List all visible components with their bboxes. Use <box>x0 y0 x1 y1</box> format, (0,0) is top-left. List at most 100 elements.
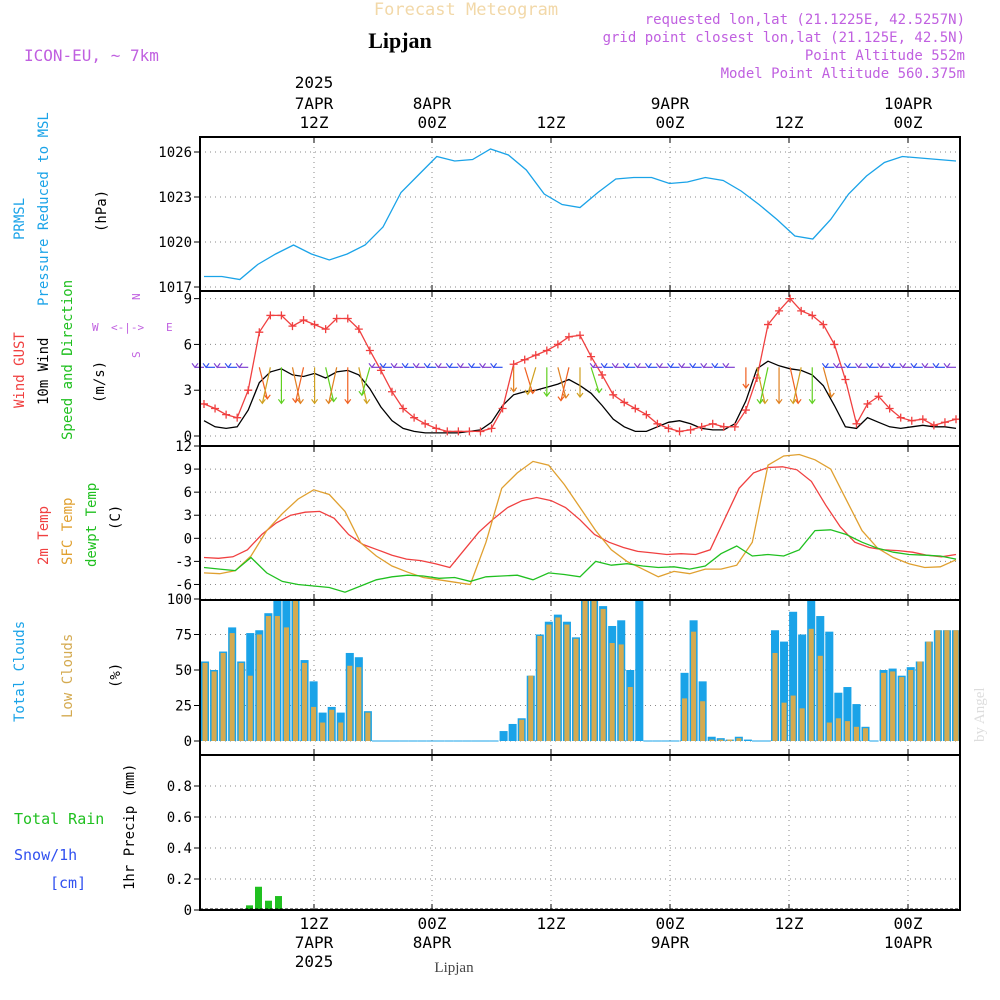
wind-arrow-head <box>258 398 266 405</box>
wind-arrow <box>261 367 271 404</box>
location-title: Lipjan <box>368 28 432 53</box>
gust-marker <box>576 331 584 340</box>
gust-marker <box>874 392 883 401</box>
gust-marker <box>443 427 452 436</box>
gust-marker <box>509 360 518 369</box>
wind-arrow-head <box>808 398 816 405</box>
gust-marker <box>244 386 253 395</box>
wind-arrow-head <box>325 398 333 405</box>
low-cloud-bar <box>238 662 244 741</box>
total-cloud-bar <box>843 687 852 741</box>
y-tick-label: 3 <box>184 383 192 399</box>
gust-marker <box>907 416 916 425</box>
wind-arrow-head <box>742 383 750 390</box>
wind-arrow-head <box>910 362 918 369</box>
wind-arrow-head <box>761 398 769 405</box>
bottom-time-label: 2025 <box>295 952 334 971</box>
y-tick-label: 25 <box>175 699 192 715</box>
gust-marker <box>631 404 640 413</box>
label-snow: Snow/1h <box>14 846 77 864</box>
wind-arrow-head <box>562 393 570 399</box>
gust-marker <box>918 415 927 424</box>
low-cloud-bar <box>555 617 561 741</box>
wind-arrow-head <box>855 362 863 369</box>
wind-arrow-head <box>263 394 271 400</box>
wind-arrow-head <box>235 362 243 369</box>
low-cloud-bar <box>691 631 697 741</box>
low-cloud-bar <box>718 739 724 741</box>
y-tick-label: 0 <box>184 429 192 445</box>
wind-arrow-head <box>368 362 376 369</box>
low-cloud-bar <box>917 661 923 741</box>
wind-arrow <box>789 367 799 404</box>
top-time-label: 12Z <box>537 113 566 132</box>
total-cloud-bar <box>743 739 752 741</box>
total-cloud-bar <box>508 723 517 741</box>
y-tick-label: 0 <box>184 531 192 547</box>
low-cloud-bar <box>546 624 552 741</box>
label-low-clouds: Low Clouds <box>60 634 76 718</box>
label-wind-gust: Wind GUST <box>12 332 28 408</box>
low-cloud-bar <box>220 652 226 741</box>
top-time-label: 8APR <box>413 94 452 113</box>
y-tick-label: -3 <box>175 554 192 570</box>
low-cloud-bar <box>953 630 959 741</box>
rain-bar <box>255 886 262 910</box>
label-sfc-temp: SFC Temp <box>60 498 76 565</box>
low-cloud-bar <box>944 630 950 741</box>
y-tick-label: 100 <box>167 592 192 608</box>
footer-location: Lipjan <box>434 960 474 976</box>
y-tick-label: 0.4 <box>167 841 192 857</box>
low-cloud-bar <box>835 718 841 741</box>
wind-arrow-head <box>821 362 829 369</box>
y-tick-label: 3 <box>184 508 192 524</box>
wind-arrow-head <box>794 398 802 405</box>
label-hpa: (hPa) <box>94 190 110 232</box>
bottom-time-label: 7APR <box>295 933 334 952</box>
wind-arrow-head <box>524 389 532 396</box>
panel-frames <box>199 136 961 911</box>
low-cloud-bar <box>256 634 262 741</box>
top-time-label: 7APR <box>295 94 334 113</box>
y-tick-label: 0 <box>184 734 192 750</box>
wind-arrow-head <box>667 362 675 369</box>
gust-marker <box>498 404 507 413</box>
wind-arrow-head <box>412 362 420 369</box>
y-tick-label: 0 <box>184 903 192 919</box>
bottom-time-label: 00Z <box>656 914 685 933</box>
wind-arrow-head <box>379 362 387 369</box>
gust-marker <box>200 399 208 408</box>
wind-arrow <box>258 367 268 399</box>
wind-arrow-head <box>827 392 835 399</box>
wind-arrow-head <box>576 392 584 399</box>
gust-marker <box>365 346 374 355</box>
wind-arrow-head <box>445 362 453 369</box>
requested-coords: requested lon,lat (21.1225E, 42.5257N) <box>645 12 965 28</box>
total-cloud-bar <box>499 731 508 741</box>
compass-w: W <box>92 321 99 334</box>
wind-arrow-head <box>600 362 608 369</box>
label-total-clouds: Total Clouds <box>12 621 28 722</box>
gust-marker <box>454 427 463 436</box>
low-cloud-bar <box>799 708 805 741</box>
y-tick-label: 1023 <box>158 190 192 206</box>
gust-marker <box>587 352 596 361</box>
wind-arrow-head <box>775 398 783 405</box>
gust-marker <box>686 425 695 434</box>
wind-arrow <box>560 367 570 401</box>
watermark: by Angel <box>972 687 988 742</box>
low-cloud-bar <box>736 738 742 741</box>
gust-marker <box>564 332 573 341</box>
gust-marker <box>775 306 784 315</box>
gust-marker <box>598 370 607 379</box>
label-percent: (%) <box>108 663 124 688</box>
low-cloud-bar <box>265 616 271 741</box>
wind-arrow-head <box>358 390 366 397</box>
wind-arrow-head <box>843 362 851 369</box>
gust-marker <box>819 320 828 329</box>
gust-marker <box>520 355 529 364</box>
wind-arrow-head <box>490 362 498 369</box>
wind-arrow-head <box>789 398 797 405</box>
wind-arrow-head <box>202 362 210 369</box>
wind-arrow-head <box>899 362 907 369</box>
